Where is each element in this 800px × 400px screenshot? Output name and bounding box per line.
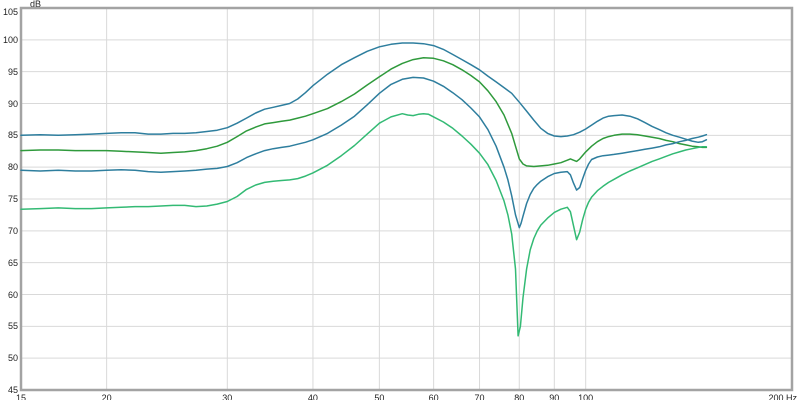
x-tick-label-30: 30: [222, 393, 233, 400]
x-tick-label-200: 200 Hz: [768, 393, 797, 400]
x-tick-label-50: 50: [374, 393, 385, 400]
y-axis-unit-label: dB: [30, 0, 42, 9]
x-tick-label-100: 100: [578, 393, 594, 400]
trace-measurement-3-blue-lower: [20, 76, 708, 229]
y-tick-label-80: 80: [7, 162, 18, 173]
x-tick-label-15: 15: [15, 393, 26, 400]
y-tick-label-65: 65: [7, 257, 18, 268]
x-tick-label-40: 40: [307, 393, 318, 400]
x-tick-label-70: 70: [474, 393, 485, 400]
y-tick-label-50: 50: [7, 353, 18, 364]
y-tick-label-55: 55: [7, 321, 18, 332]
y-tick-label-100: 100: [2, 34, 18, 45]
x-tick-label-90: 90: [549, 393, 560, 400]
trace-measurement-1-blue-top: [20, 42, 708, 144]
y-tick-label-45: 45: [7, 385, 18, 395]
x-tick-label-80: 80: [514, 393, 525, 400]
x-tick-label-20: 20: [101, 393, 112, 400]
trace-measurement-2-green-dark: [20, 56, 708, 168]
y-tick-label-75: 75: [7, 194, 18, 204]
y-tick-label-85: 85: [7, 130, 18, 141]
y-tick-label-70: 70: [7, 225, 18, 236]
y-tick-label-95: 95: [7, 66, 18, 77]
y-tick-label-90: 90: [7, 98, 18, 109]
x-tick-label-60: 60: [428, 393, 439, 400]
plot-border: [19, 6, 794, 392]
y-tick-label-60: 60: [7, 289, 18, 300]
y-tick-label-105: 105: [2, 7, 18, 17]
trace-measurement-4-green-light: [20, 112, 708, 337]
